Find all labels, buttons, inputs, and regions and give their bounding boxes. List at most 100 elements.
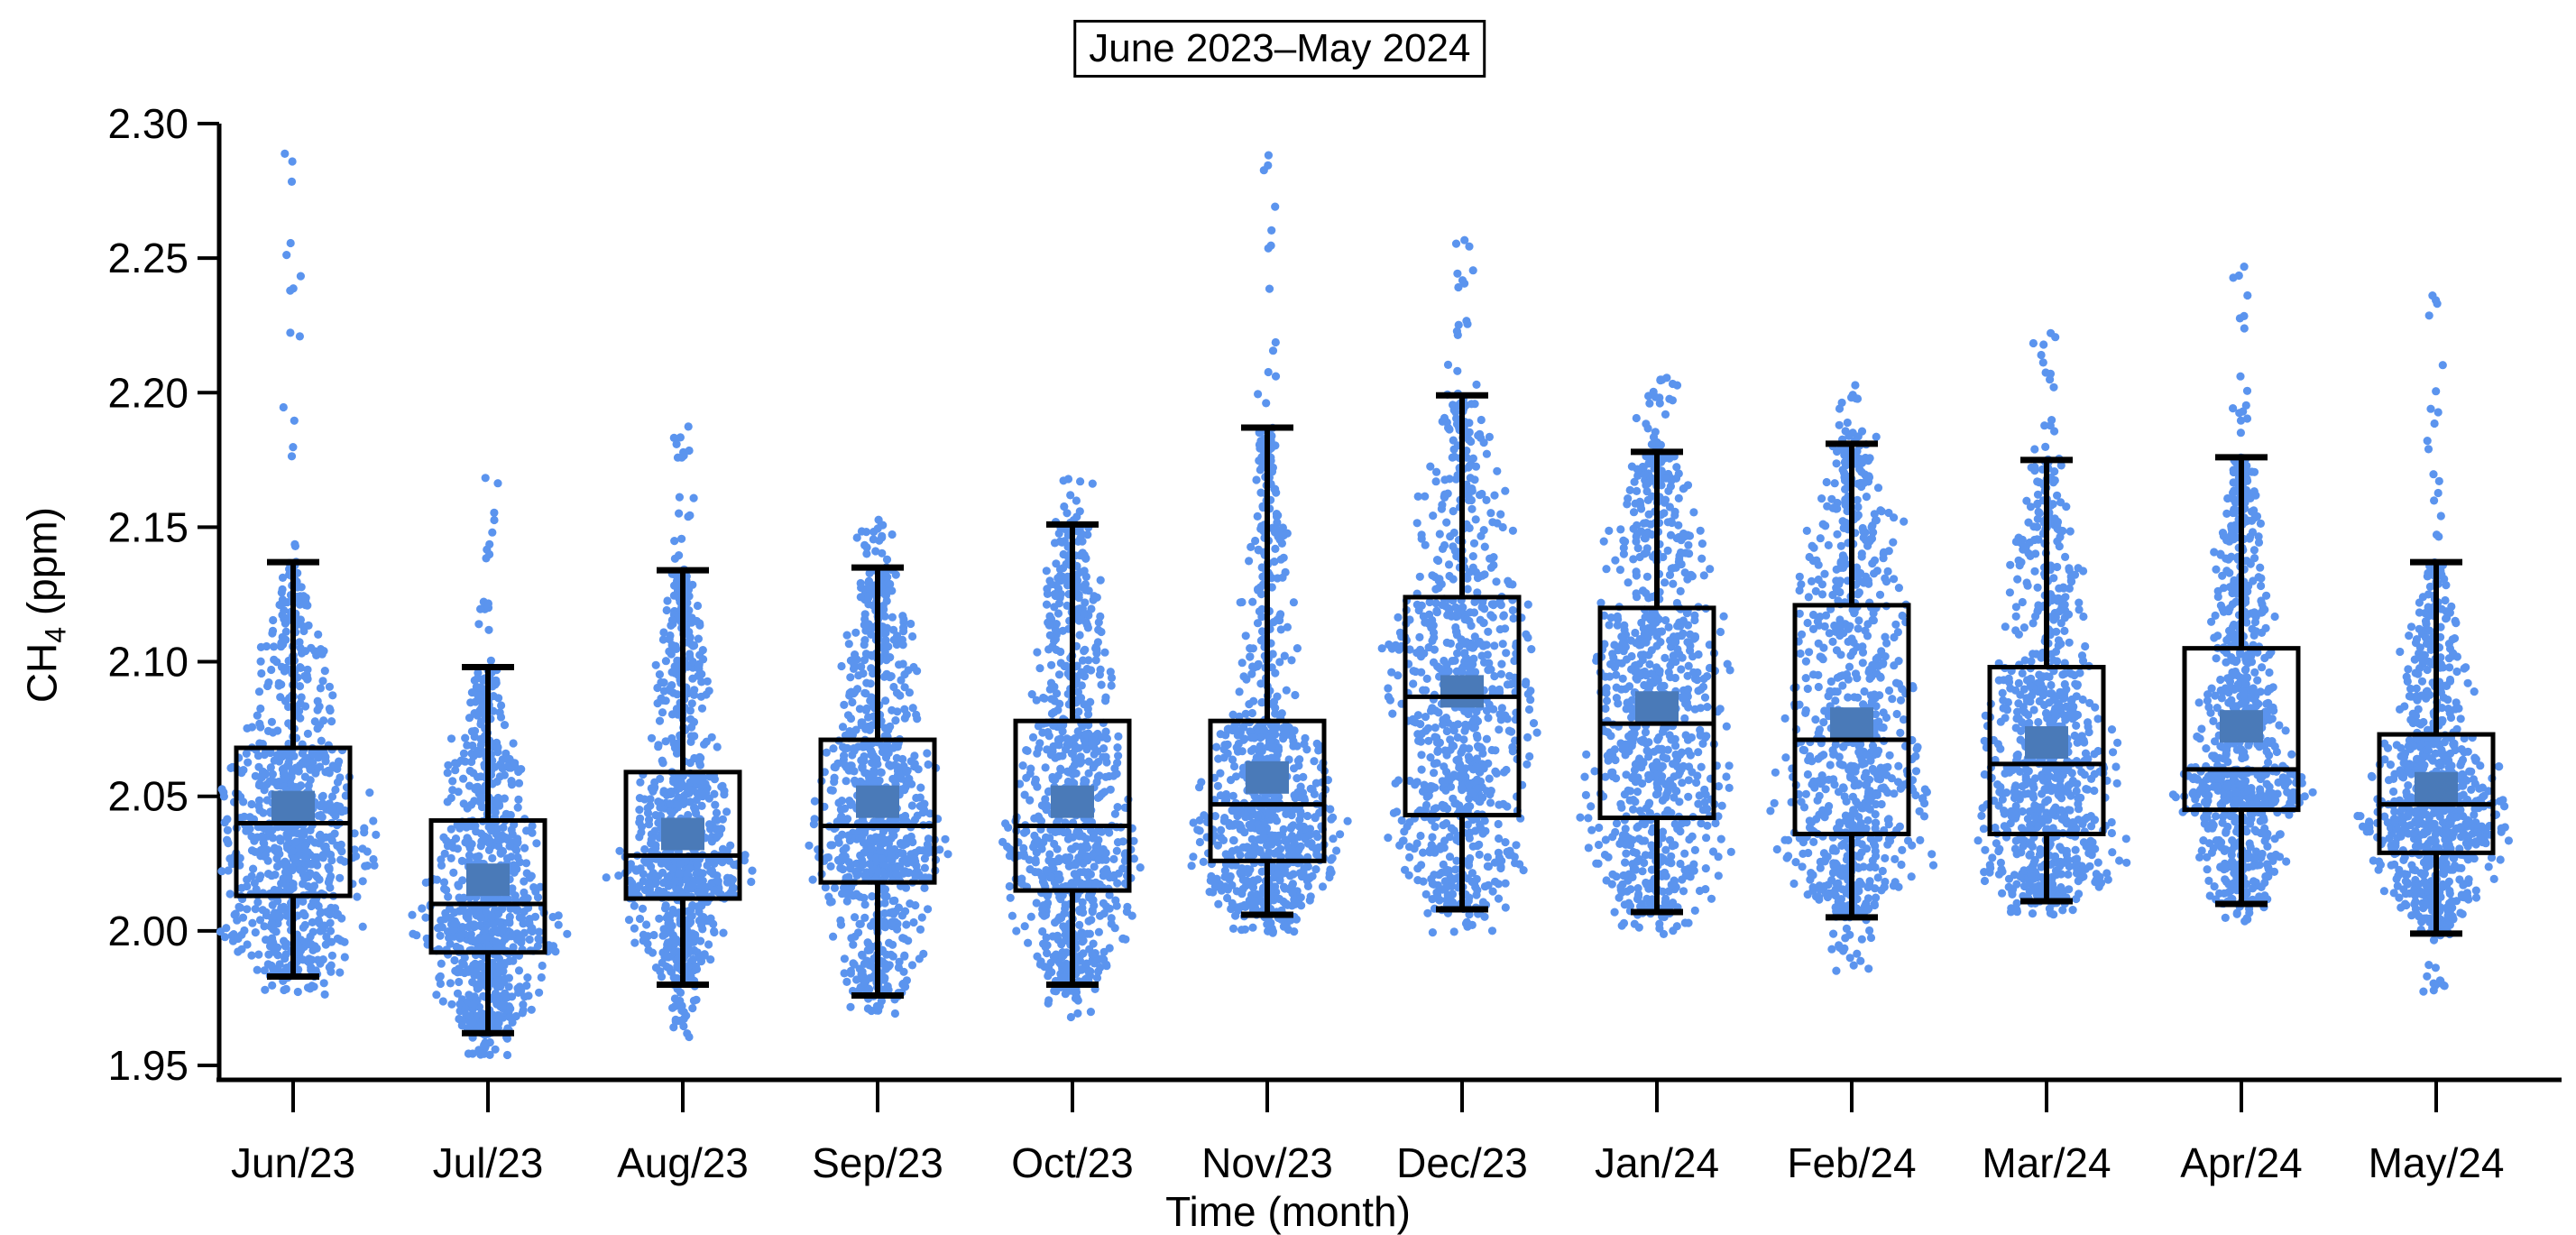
- data-point: [483, 599, 493, 608]
- data-point: [837, 661, 846, 671]
- data-point: [267, 871, 276, 880]
- data-point: [1289, 821, 1298, 830]
- data-point: [1083, 530, 1092, 539]
- data-point: [1080, 868, 1089, 877]
- data-point: [260, 966, 269, 975]
- data-point: [524, 991, 533, 1000]
- month-group-oct-23: [998, 475, 1145, 1022]
- data-point: [1318, 882, 1328, 891]
- data-point: [1213, 841, 1222, 850]
- x-tick-label: Apr/24: [2180, 1139, 2303, 1186]
- data-point: [857, 718, 866, 727]
- data-point: [1052, 559, 1061, 568]
- data-point: [1105, 828, 1114, 837]
- data-point: [710, 927, 719, 937]
- data-point: [901, 982, 910, 991]
- data-point: [1094, 625, 1103, 634]
- data-point: [1079, 949, 1088, 958]
- data-point: [470, 733, 479, 742]
- data-point: [879, 672, 889, 681]
- data-point: [1336, 830, 1345, 839]
- data-point: [262, 935, 271, 945]
- data-point: [369, 854, 378, 864]
- data-point: [307, 643, 316, 652]
- x-tick-label: Jun/23: [231, 1139, 355, 1186]
- data-point: [669, 908, 678, 917]
- data-point: [1263, 920, 1272, 929]
- y-tick-label: 2.25: [107, 235, 189, 281]
- data-point: [532, 839, 541, 848]
- data-point: [902, 837, 911, 846]
- data-point: [563, 929, 572, 938]
- data-point: [658, 708, 667, 717]
- data-point: [262, 911, 271, 920]
- data-point: [554, 920, 563, 929]
- data-point: [247, 799, 256, 809]
- data-point: [1220, 814, 1229, 823]
- data-point: [437, 861, 446, 871]
- data-point: [650, 826, 659, 835]
- data-point: [1081, 645, 1090, 654]
- x-tick-label: Jan/24: [1595, 1139, 1719, 1186]
- data-point: [1282, 686, 1291, 695]
- data-point: [877, 768, 886, 778]
- data-point: [690, 753, 699, 763]
- data-point: [548, 912, 557, 922]
- data-point: [1281, 729, 1290, 738]
- point-swarm: [602, 422, 757, 1042]
- data-point: [847, 799, 856, 808]
- data-point: [1086, 1008, 1095, 1017]
- data-point: [216, 927, 225, 936]
- data-point: [296, 699, 305, 708]
- y-tick-label: 2.30: [107, 100, 189, 147]
- data-point: [860, 959, 869, 968]
- data-point: [439, 878, 449, 887]
- data-point: [446, 734, 456, 743]
- data-point: [325, 799, 334, 808]
- data-point: [624, 916, 634, 925]
- data-point: [664, 872, 673, 881]
- data-point: [305, 954, 314, 963]
- data-point: [1024, 938, 1033, 947]
- data-point: [254, 762, 263, 771]
- data-point: [450, 919, 459, 928]
- data-point: [1107, 681, 1116, 690]
- data-point: [372, 830, 381, 840]
- data-point: [331, 785, 340, 795]
- data-point: [1271, 372, 1281, 381]
- data-point: [1236, 851, 1245, 860]
- data-point: [1043, 867, 1052, 876]
- data-point: [247, 871, 256, 880]
- data-point: [1217, 825, 1226, 834]
- data-point: [641, 858, 651, 867]
- data-point: [291, 855, 300, 865]
- data-point: [1080, 567, 1089, 576]
- data-point: [1237, 659, 1247, 668]
- data-point: [450, 955, 459, 965]
- data-point: [889, 682, 898, 692]
- data-point: [1302, 745, 1311, 754]
- data-point: [537, 972, 546, 982]
- data-point: [266, 748, 275, 757]
- data-point: [290, 541, 299, 551]
- data-point: [522, 981, 531, 991]
- month-group-jun-23: [216, 149, 381, 999]
- data-point: [1270, 725, 1280, 734]
- data-point: [245, 825, 254, 834]
- data-point: [889, 635, 898, 644]
- data-point: [856, 578, 865, 588]
- data-point: [523, 973, 532, 982]
- data-point: [465, 851, 474, 860]
- data-point: [899, 967, 908, 976]
- data-point: [530, 912, 540, 921]
- data-point: [265, 942, 275, 951]
- data-point: [270, 655, 279, 664]
- data-point: [1042, 600, 1052, 609]
- data-point: [691, 806, 700, 815]
- data-point: [267, 665, 276, 675]
- data-point: [317, 736, 326, 745]
- data-point: [694, 867, 703, 877]
- data-point: [224, 839, 233, 848]
- data-point: [911, 871, 920, 880]
- data-point: [1063, 734, 1072, 743]
